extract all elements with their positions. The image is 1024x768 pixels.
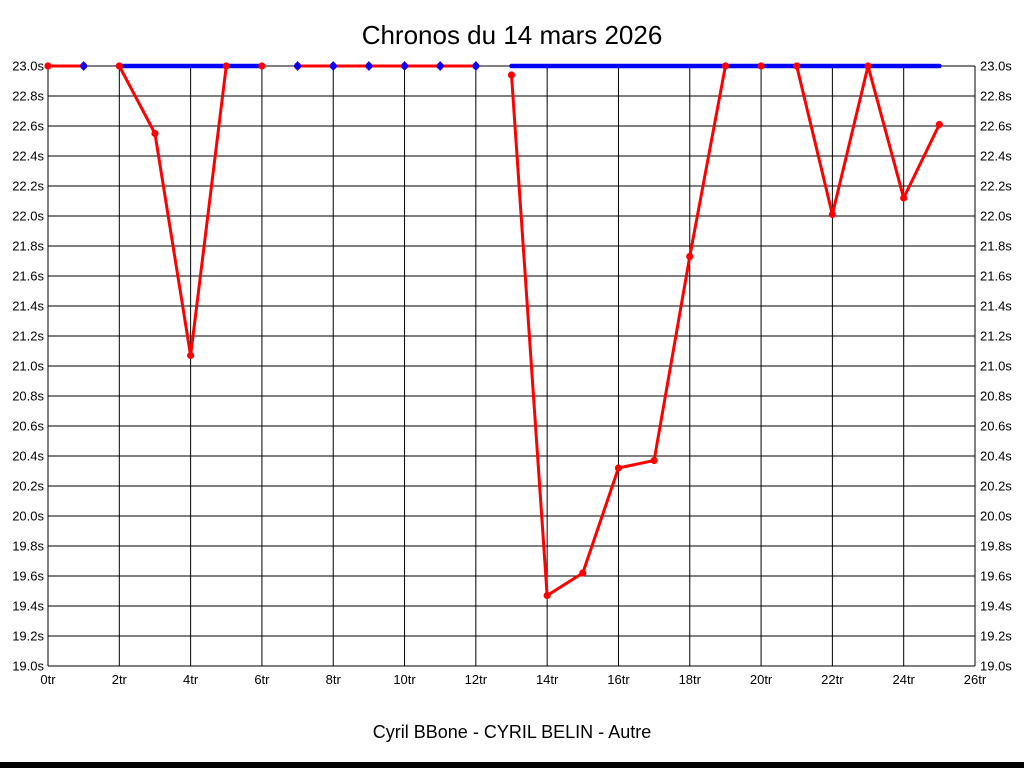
series-chronos-marker	[507, 71, 516, 79]
y-tick-label-left: 19.4s	[12, 599, 44, 614]
series-reference-marker	[329, 61, 338, 71]
series-chronos-marker	[579, 569, 587, 577]
x-tick-label: 20tr	[750, 672, 773, 687]
series-chronos-marker	[650, 456, 658, 465]
x-tick-label: 10tr	[393, 672, 416, 687]
series-chronos-marker	[900, 194, 908, 202]
x-tick-label: 4tr	[183, 672, 199, 687]
y-tick-label-left: 21.0s	[12, 359, 44, 374]
y-tick-label-right: 20.6s	[980, 419, 1012, 434]
x-tick-label: 6tr	[254, 672, 270, 687]
series-reference-marker	[364, 61, 373, 71]
series-chronos-marker	[686, 252, 694, 261]
y-tick-label-left: 21.4s	[12, 299, 44, 314]
series-reference-marker	[471, 61, 480, 71]
y-tick-label-right: 21.6s	[980, 269, 1012, 284]
y-tick-label-left: 22.6s	[12, 119, 44, 134]
y-tick-label-left: 23.0s	[12, 59, 44, 74]
series-chronos-marker	[793, 62, 801, 70]
series-chronos-marker	[115, 62, 123, 70]
y-tick-label-right: 20.8s	[980, 389, 1012, 404]
x-tick-label: 22tr	[821, 672, 844, 687]
y-tick-label-right: 20.0s	[980, 509, 1012, 524]
y-tick-label-left: 20.2s	[12, 479, 44, 494]
y-tick-label-left: 21.2s	[12, 329, 44, 344]
x-tick-label: 0tr	[40, 672, 56, 687]
y-tick-label-right: 23.0s	[980, 59, 1012, 74]
y-tick-label-left: 20.6s	[12, 419, 44, 434]
y-tick-label-left: 20.4s	[12, 449, 44, 464]
x-tick-label: 26tr	[964, 672, 987, 687]
y-tick-label-right: 21.4s	[980, 299, 1012, 314]
series-chronos-marker	[44, 62, 52, 70]
x-tick-label: 24tr	[892, 672, 915, 687]
bottom-black-bar	[0, 762, 1024, 768]
y-tick-label-right: 22.8s	[980, 89, 1012, 104]
series-chronos-marker	[935, 120, 943, 129]
series-chronos-marker	[258, 62, 266, 70]
y-tick-label-right: 19.2s	[980, 629, 1012, 644]
y-tick-label-right: 21.0s	[980, 359, 1012, 374]
chart-title: Chronos du 14 mars 2026	[361, 20, 663, 50]
x-tick-label: 16tr	[607, 672, 630, 687]
series-chronos-marker	[757, 62, 765, 70]
y-tick-label-left: 22.0s	[12, 209, 44, 224]
x-tick-label: 8tr	[326, 672, 342, 687]
series-chronos-marker	[721, 62, 730, 70]
series-chronos-marker	[222, 62, 230, 70]
series-chronos-marker	[151, 129, 159, 138]
x-tick-label: 12tr	[465, 672, 488, 687]
y-tick-label-left: 21.8s	[12, 239, 44, 254]
y-tick-label-left: 21.6s	[12, 269, 44, 284]
y-tick-label-right: 22.4s	[980, 149, 1012, 164]
y-tick-label-left: 19.6s	[12, 569, 44, 584]
series-chronos-marker	[614, 464, 623, 472]
y-tick-label-left: 20.8s	[12, 389, 44, 404]
y-tick-label-right: 22.6s	[980, 119, 1012, 134]
series-reference-marker	[436, 61, 445, 71]
y-tick-label-left: 22.2s	[12, 179, 44, 194]
x-tick-label: 2tr	[112, 672, 128, 687]
y-tick-label-left: 22.8s	[12, 89, 44, 104]
y-tick-label-right: 19.0s	[980, 659, 1012, 674]
y-tick-label-left: 19.2s	[12, 629, 44, 644]
series-chronos-marker	[187, 351, 195, 360]
y-tick-label-left: 22.4s	[12, 149, 44, 164]
y-tick-label-right: 19.6s	[980, 569, 1012, 584]
y-tick-label-right: 22.0s	[980, 209, 1012, 224]
series-reference-marker	[400, 61, 409, 71]
y-tick-label-right: 21.8s	[980, 239, 1012, 254]
series-chronos-marker	[543, 591, 551, 600]
y-tick-label-left: 19.0s	[12, 659, 44, 674]
x-tick-label: 18tr	[679, 672, 702, 687]
y-tick-label-right: 21.2s	[980, 329, 1012, 344]
series-reference-marker	[79, 61, 88, 71]
series-chronos-marker	[864, 62, 872, 70]
y-tick-label-right: 19.8s	[980, 539, 1012, 554]
chart-caption: Cyril BBone - CYRIL BELIN - Autre	[372, 722, 652, 742]
x-tick-label: 14tr	[536, 672, 559, 687]
y-tick-label-left: 20.0s	[12, 509, 44, 524]
y-tick-label-right: 22.2s	[980, 179, 1012, 194]
y-tick-label-right: 19.4s	[980, 599, 1012, 614]
y-tick-label-right: 20.4s	[980, 449, 1012, 464]
y-tick-label-right: 20.2s	[980, 479, 1012, 494]
y-tick-label-left: 19.8s	[12, 539, 44, 554]
series-reference-marker	[293, 61, 302, 71]
series-chronos-marker	[828, 210, 836, 219]
